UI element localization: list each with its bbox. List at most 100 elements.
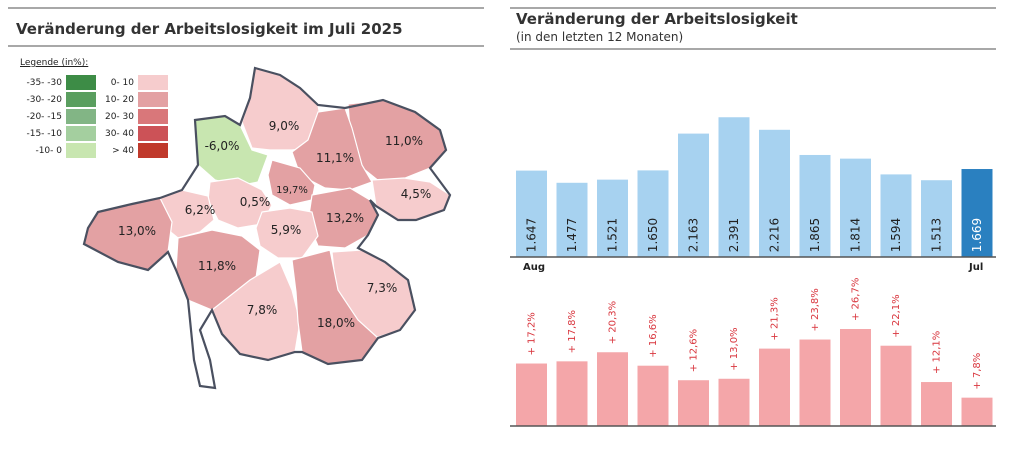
legend-swatch (138, 126, 168, 141)
abs-bar-label: 1.513 (930, 218, 944, 252)
legend-label: -15- -10 (26, 128, 62, 139)
legend-row-green: -20- -15 (14, 109, 96, 124)
map-region-label: 5,9% (271, 223, 302, 237)
legend-row-red: 0- 10 (96, 75, 168, 90)
abs-bar (840, 158, 871, 257)
legend-swatch (66, 126, 96, 141)
chart-subtitle: (in den letzten 12 Monaten) (516, 30, 684, 44)
pct-bar (597, 352, 628, 426)
map-region-label: 19,7% (276, 185, 308, 196)
map-region-label: 4,5% (401, 187, 432, 201)
map-region-label: 11,8% (198, 259, 236, 273)
pct-bar (637, 365, 669, 426)
legend-swatch (66, 92, 96, 107)
abs-bar (759, 129, 790, 257)
map-region-label: 13,0% (118, 224, 156, 238)
legend-swatch (138, 143, 168, 158)
pct-bar (961, 397, 993, 426)
pct-bar (516, 363, 547, 426)
map-title: Veränderung der Arbeitslosigkeit im Juli… (16, 20, 403, 38)
map-region-label: 7,8% (247, 303, 278, 317)
left-top-rule (8, 7, 484, 9)
pct-bar (556, 361, 588, 426)
abs-bar (880, 174, 912, 257)
right-top-rule (510, 7, 996, 9)
pct-bar-label: + 22,1% (891, 294, 902, 337)
pct-bar-label: + 21,3% (770, 297, 781, 340)
map-region-label: 11,1% (316, 151, 354, 165)
map-region-label: 13,2% (326, 211, 364, 225)
legend-row-green: -30- -20 (14, 92, 96, 107)
left-title-rule (8, 45, 484, 47)
abs-bar (961, 169, 993, 257)
abs-bar-label: 1.865 (808, 218, 822, 252)
legend-swatch (66, 143, 96, 158)
legend-row-green: -35- -30 (14, 75, 96, 90)
pct-bar-label: + 17,8% (567, 310, 578, 353)
abs-bar-label: 1.669 (970, 218, 984, 252)
pct-bar (840, 329, 871, 426)
x-tick-first: Aug (523, 262, 545, 273)
abs-bar (799, 154, 831, 257)
pct-bar-label: + 23,8% (810, 288, 821, 331)
pct-bar-label: + 12,1% (932, 331, 943, 374)
pct-bar (880, 345, 912, 426)
legend-row-red: 20- 30 (96, 109, 168, 124)
map-region-label: 18,0% (317, 316, 355, 330)
map-region-label: -6,0% (205, 139, 240, 153)
legend-label: 30- 40 (104, 128, 134, 139)
pct-bar (678, 380, 709, 426)
legend-label: 20- 30 (104, 111, 134, 122)
legend-swatch (66, 75, 96, 90)
legend-label: -35- -30 (26, 77, 62, 88)
legend-label: 10- 20 (104, 94, 134, 105)
chart-title: Veränderung der Arbeitslosigkeit (516, 10, 798, 28)
pct-bar-label: + 13,0% (729, 327, 740, 370)
legend-label: -30- -20 (26, 94, 62, 105)
pct-bar-label: + 7,8% (972, 353, 983, 390)
abs-bar-label: 2.163 (687, 218, 701, 252)
x-tick-last: Jul (968, 262, 983, 273)
legend-label: > 40 (112, 145, 134, 156)
pct-bar-label: + 12,6% (689, 329, 700, 372)
abs-bar-label: 1.521 (606, 218, 620, 252)
legend-row-red: 30- 40 (96, 126, 168, 141)
legend-label: -10- 0 (35, 145, 62, 156)
legend-label: 0- 10 (110, 77, 134, 88)
abs-bar-label: 2.391 (727, 218, 741, 252)
legend-swatch (138, 75, 168, 90)
legend-row-red: > 40 (96, 143, 168, 158)
pct-bar (921, 382, 952, 426)
pct-bar (759, 348, 790, 426)
abs-bar-label: 1.594 (889, 218, 903, 252)
map-region-label: 9,0% (269, 119, 300, 133)
abs-bar-label: 2.216 (768, 218, 782, 252)
legend-row-green: -10- 0 (14, 143, 96, 158)
pct-bar-label: + 17,2% (527, 312, 538, 355)
region-map: -6,0% 9,0% 11,0% 11,1% 19,7% 0,5% 6,2% 4,5% 13,2… (82, 66, 452, 390)
abs-bar (678, 133, 709, 257)
map-region-label: 11,0% (385, 134, 423, 148)
legend-swatch (138, 92, 168, 107)
abs-bar (921, 180, 952, 257)
legend-row-green: -15- -10 (14, 126, 96, 141)
abs-bar (718, 117, 750, 257)
pct-bar (718, 378, 750, 426)
abs-bar-label: 1.647 (525, 218, 539, 252)
legend-swatch (66, 109, 96, 124)
abs-bar (637, 170, 669, 257)
map-outline (82, 66, 452, 390)
right-title-rule (510, 48, 996, 50)
abs-bar (516, 170, 547, 257)
abs-bar-label: 1.650 (646, 218, 660, 252)
legend-label: -20- -15 (26, 111, 62, 122)
pct-bar-label: + 20,3% (608, 301, 619, 344)
legend-swatch (138, 109, 168, 124)
map-region (267, 159, 316, 206)
legend-row-red: 10- 20 (96, 92, 168, 107)
abs-bar (556, 182, 588, 257)
abs-bar-label: 1.814 (849, 218, 863, 252)
abs-bar-label: 1.477 (565, 218, 579, 252)
map-region-label: 7,3% (367, 281, 398, 295)
